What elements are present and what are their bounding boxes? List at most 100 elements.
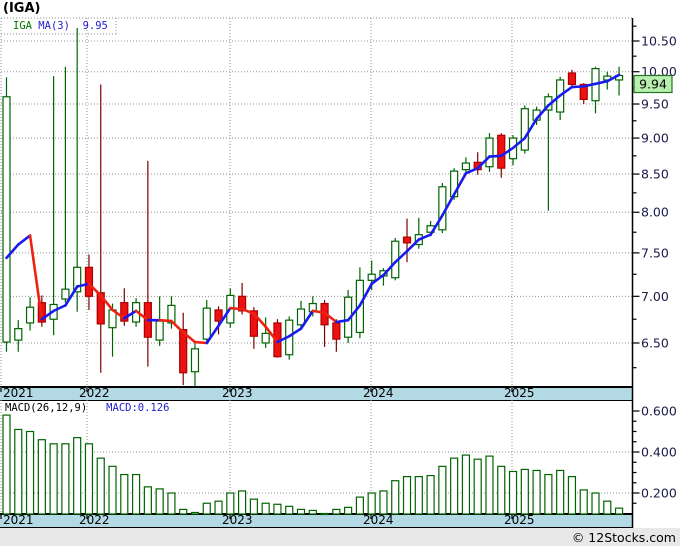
candlestick	[332, 319, 341, 352]
macd-bar	[520, 468, 529, 515]
macd-value: MACD:0.126	[106, 402, 170, 414]
macd-bar	[508, 470, 518, 515]
macd-bar	[320, 512, 329, 516]
candlestick	[591, 66, 600, 114]
macd-bar	[285, 505, 294, 515]
macd-axis: 0.200 0.400 0.600	[632, 404, 677, 504]
candlestick	[567, 69, 577, 88]
macd-params-label: MACD(26,12,9)	[5, 402, 88, 414]
macd-bar	[367, 492, 376, 515]
candlestick	[61, 66, 70, 303]
last-price-marker: 9.94	[633, 74, 673, 94]
macd-bar	[296, 508, 306, 515]
axis-tick-label: 8.50	[641, 167, 669, 182]
axis-tick-label: 9.00	[641, 131, 669, 146]
gridlines	[0, 17, 632, 514]
axis-tick-label: 0.200	[641, 486, 677, 501]
macd-bar	[84, 443, 94, 515]
macd-bar	[25, 430, 35, 515]
candlestick	[473, 152, 482, 175]
macd-bar	[591, 492, 600, 515]
macd-bar	[214, 500, 223, 515]
watermark-credit: © 12Stocks.com	[571, 530, 676, 545]
macd-bar	[485, 455, 494, 515]
candlestick	[320, 299, 329, 347]
axis-tick-label: 7.00	[641, 289, 669, 304]
candlestick	[520, 105, 529, 154]
symbol-label: IGA	[13, 20, 32, 32]
price-legend: IGA MA(3) 9.95	[13, 20, 108, 32]
axis-tick-label: 8.00	[641, 205, 669, 220]
macd-bar	[14, 428, 23, 515]
macd-bar	[579, 489, 588, 515]
candlestick	[179, 312, 188, 386]
macd-bar	[355, 496, 364, 515]
macd-bar	[108, 465, 117, 515]
candlestick	[214, 306, 223, 335]
macd-bar	[473, 458, 482, 515]
candlestick	[14, 320, 23, 352]
macd-bar	[532, 469, 541, 515]
ma-label: MA(3)	[38, 20, 70, 32]
macd-bar	[190, 511, 200, 515]
candlesticks	[2, 27, 624, 387]
macd-bar	[402, 476, 412, 515]
macd-bar	[544, 473, 553, 515]
macd-bar	[238, 490, 247, 515]
axis-tick-label: 9.50	[641, 97, 669, 112]
candlestick	[544, 93, 553, 211]
year-label: 2021	[3, 513, 34, 527]
macd-bar	[308, 509, 317, 515]
macd-bar	[450, 457, 459, 515]
candlestick	[485, 133, 494, 172]
macd-bar	[131, 473, 141, 515]
macd-bar	[143, 486, 152, 515]
ma-value: 9.95	[82, 20, 108, 32]
candlestick	[73, 27, 82, 312]
macd-bar	[49, 443, 58, 515]
macd-bar	[438, 465, 447, 515]
macd-bar	[414, 476, 423, 515]
macd-bar	[226, 492, 235, 515]
candlestick	[120, 288, 129, 326]
candlestick	[96, 84, 105, 373]
macd-bar	[249, 498, 258, 515]
macd-bar	[179, 508, 188, 515]
candlestick	[261, 317, 270, 348]
macd-bar	[261, 502, 270, 515]
candlestick	[461, 157, 471, 175]
candlestick	[25, 297, 35, 331]
macd-bar	[96, 457, 105, 515]
page-title: (IGA)	[3, 1, 41, 16]
macd-bar	[391, 480, 400, 515]
ma3-line	[5, 73, 621, 345]
candlestick	[202, 299, 211, 344]
macd-bar	[567, 476, 577, 515]
candlestick	[296, 300, 306, 330]
macd-bar	[73, 437, 82, 515]
candlestick	[438, 183, 447, 234]
year-label: 2021	[3, 386, 34, 400]
macd-bar	[379, 490, 388, 515]
macd-legend: MACD(26,12,9) MACD:0.126	[5, 402, 169, 414]
axis-tick-label: 10.50	[641, 34, 677, 49]
macd-bar	[556, 469, 565, 515]
candlestick	[190, 342, 200, 387]
macd-histogram	[2, 414, 624, 516]
candlestick	[167, 296, 176, 329]
year-band-ticks	[0, 388, 513, 519]
candlestick	[414, 217, 423, 249]
macd-bar	[167, 492, 176, 515]
macd-bar	[614, 507, 624, 515]
last-price-label: 9.94	[639, 77, 667, 92]
macd-bar	[426, 474, 435, 515]
candlestick	[84, 254, 94, 310]
axis-tick-label: 0.400	[641, 445, 677, 460]
macd-bar	[61, 443, 70, 515]
candlestick	[402, 218, 412, 263]
axis-tick-label: 6.50	[641, 335, 669, 350]
macd-bar	[37, 439, 46, 515]
macd-bar	[603, 500, 612, 515]
axis-tick-label: 0.600	[641, 404, 677, 419]
